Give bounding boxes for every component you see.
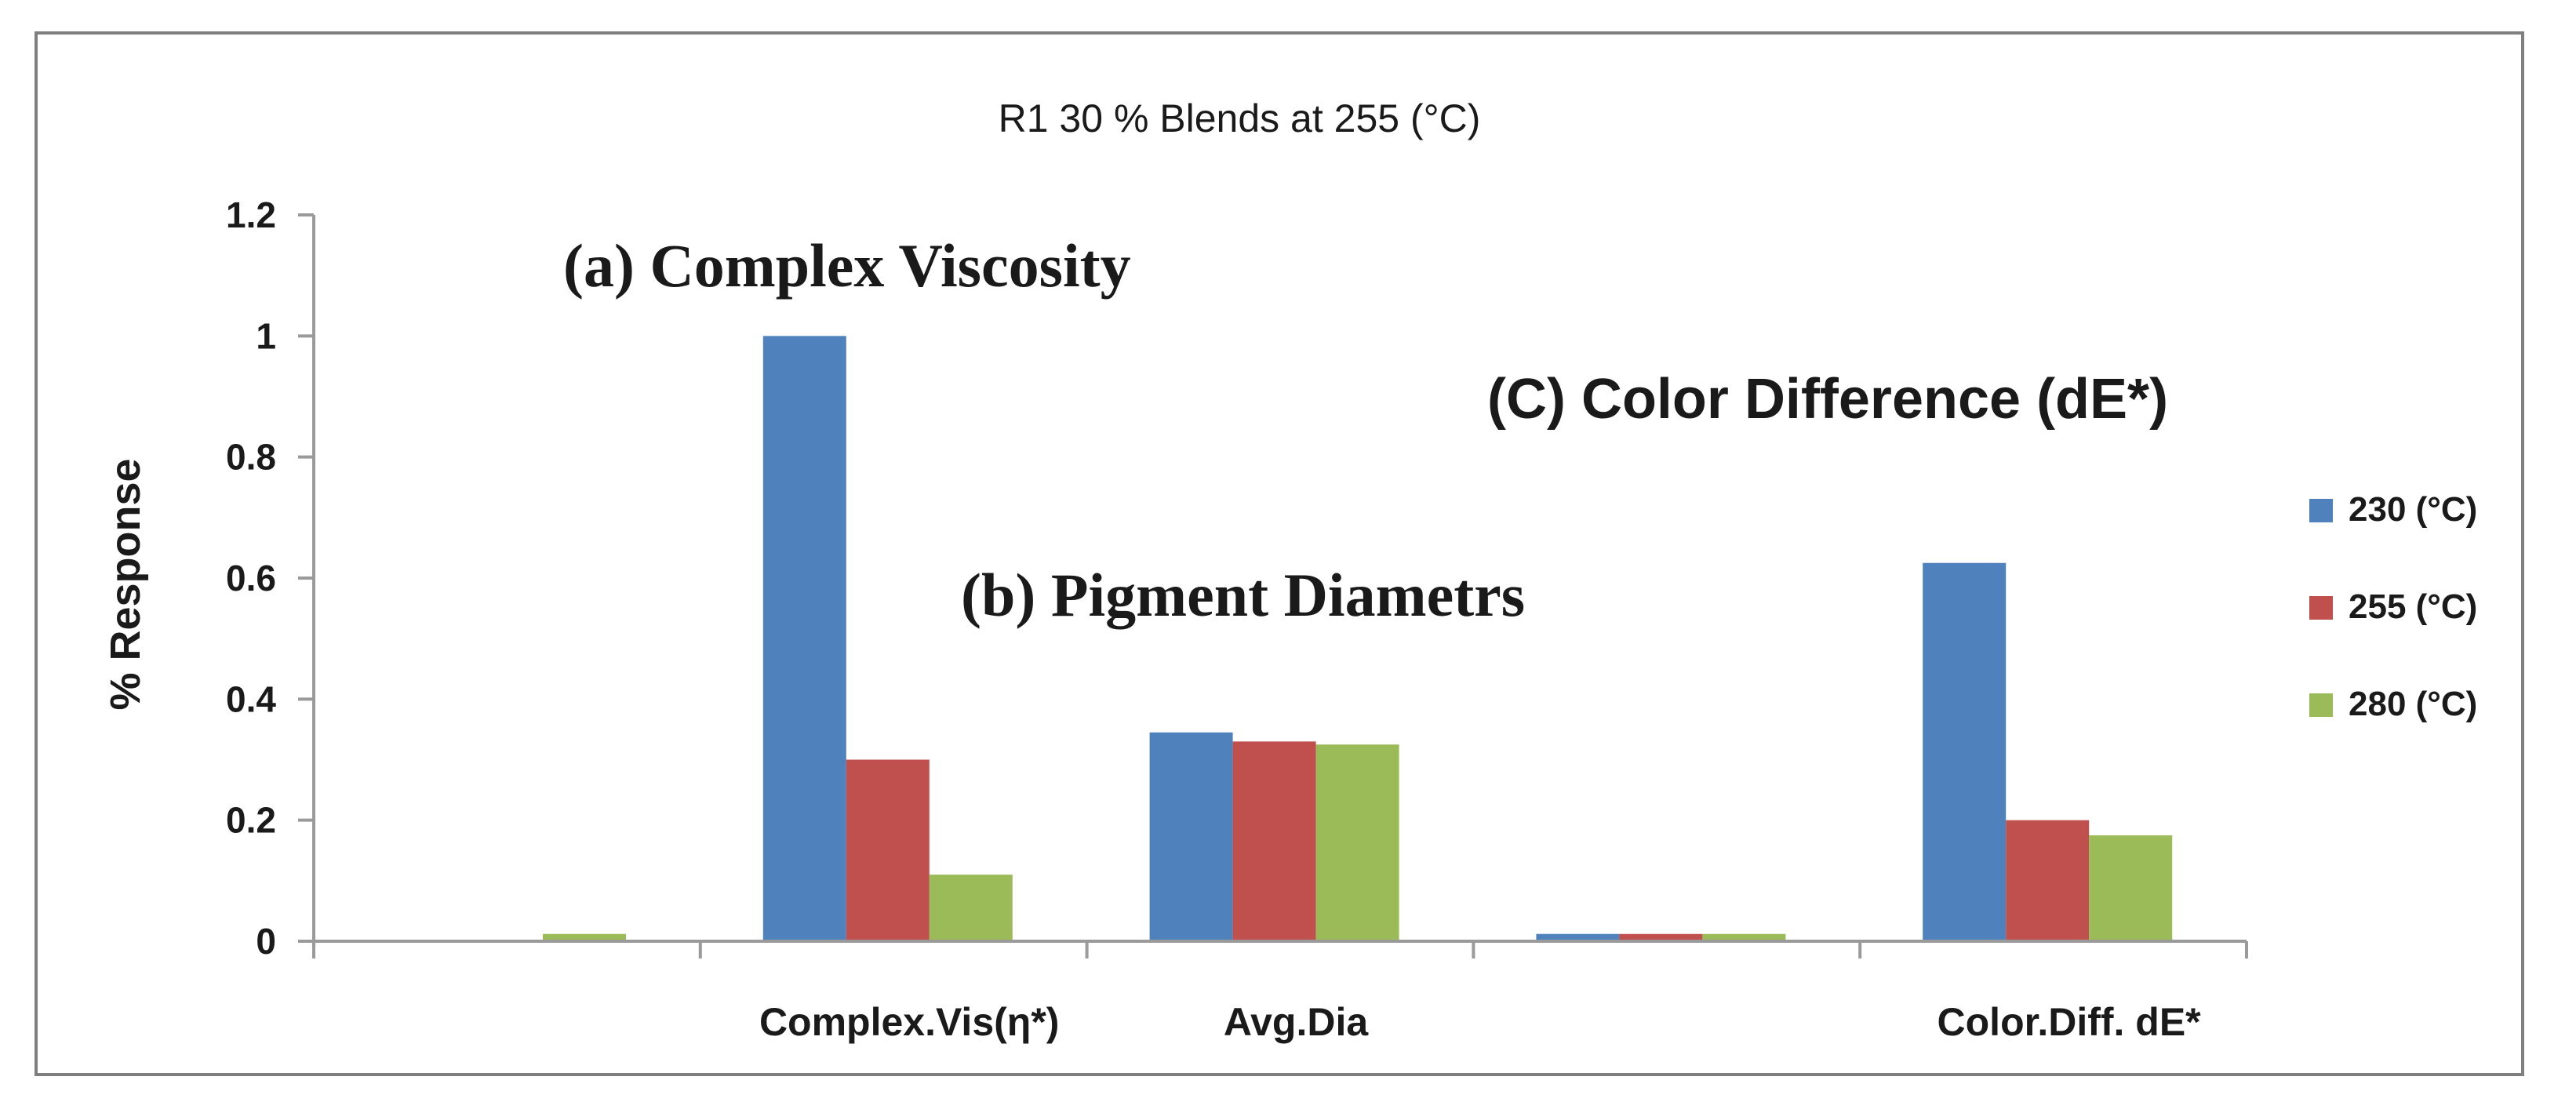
- bar: [2089, 835, 2173, 941]
- annotation-color-difference: (C) Color Difference (dE*): [1487, 368, 2168, 431]
- x-axis-ticks: [312, 941, 2248, 958]
- x-tick-label: Complex.Vis(η*): [759, 1000, 1060, 1044]
- legend-label: 230 (°C): [2349, 490, 2477, 529]
- y-tick-label: 0.2: [226, 800, 276, 841]
- bar: [1536, 933, 1620, 941]
- annotation-pigment-diameters: (b) Pigment Diametrs: [961, 561, 1525, 629]
- y-tick-label: 1.2: [226, 195, 276, 235]
- legend-swatch: [2309, 693, 2333, 717]
- bar: [929, 875, 1013, 941]
- bar: [1923, 562, 2007, 941]
- bar: [1619, 933, 1703, 941]
- bar: [1149, 732, 1233, 941]
- y-tick-label: 1: [256, 315, 276, 356]
- bar: [543, 933, 626, 941]
- bar-series: [543, 336, 2173, 941]
- y-tick-label: 0.6: [226, 558, 276, 598]
- bar: [1702, 933, 1786, 941]
- bar: [762, 336, 846, 941]
- bar: [846, 759, 930, 941]
- bar: [1232, 741, 1316, 941]
- x-tick-label: Color.Diff. dE*: [1937, 1000, 2202, 1044]
- chart-title: R1 30 % Blends at 255 (°C): [999, 96, 1481, 140]
- x-tick-label: Avg.Dia: [1224, 1000, 1369, 1044]
- y-axis-ticks: 0 0.2 0.4 0.6 0.8 1 1.2: [226, 195, 314, 962]
- y-axis-label: % Response: [102, 458, 149, 710]
- legend-swatch: [2309, 499, 2333, 522]
- annotation-complex-viscosity: (a) Complex Viscosity: [563, 231, 1131, 300]
- y-tick-label: 0.8: [226, 437, 276, 478]
- bar: [2006, 820, 2090, 941]
- y-tick-label: 0: [256, 921, 276, 962]
- legend: 230 (°C) 255 (°C) 280 (°C): [2309, 490, 2477, 723]
- legend-label: 280 (°C): [2349, 685, 2477, 723]
- bar: [1315, 744, 1399, 941]
- y-tick-label: 0.4: [226, 678, 276, 719]
- x-axis-tick-labels: Complex.Vis(η*) Avg.Dia Color.Diff. dE*: [759, 1000, 2201, 1044]
- legend-label: 255 (°C): [2349, 587, 2477, 626]
- legend-swatch: [2309, 596, 2333, 620]
